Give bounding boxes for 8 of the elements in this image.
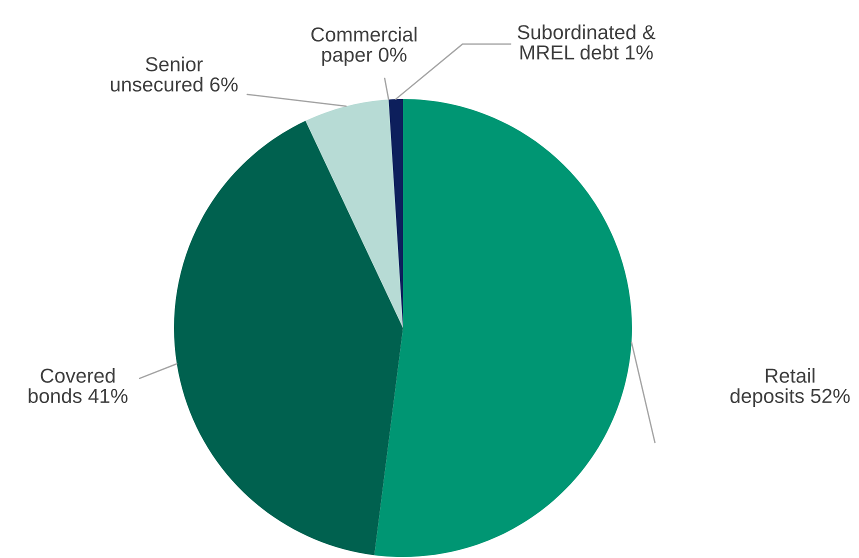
pie-slice: [305, 99, 403, 328]
pie-slice: [174, 120, 403, 556]
slice-label: Senior unsecured 6%: [110, 56, 238, 92]
slice-label: Retail deposits 52%: [730, 368, 850, 408]
slice-label: Covered bonds 41%: [28, 368, 128, 404]
slice-label: Subordinated & MREL debt 1%: [518, 24, 656, 60]
category-label: Commercial paper 0%: [311, 26, 416, 66]
pie-slice: [374, 99, 632, 557]
